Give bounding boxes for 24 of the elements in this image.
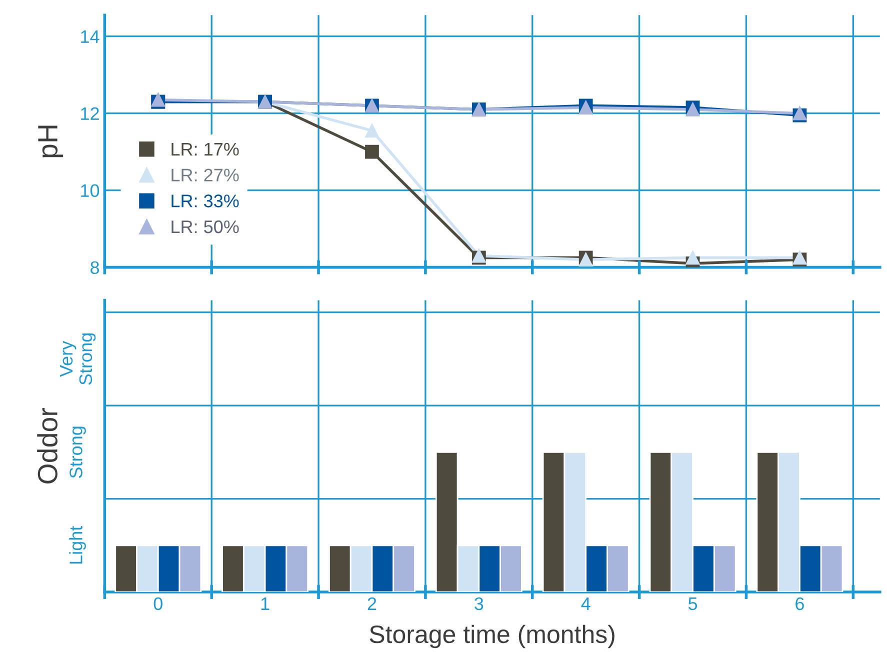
y-axis-title: Oddor bbox=[37, 408, 58, 484]
point bbox=[365, 144, 379, 159]
x-tick-label: 1 bbox=[261, 598, 270, 610]
point bbox=[365, 124, 379, 138]
legend-label: LR: 27% bbox=[172, 168, 239, 182]
x-tick-label: 0 bbox=[154, 597, 162, 610]
text: Light bbox=[69, 526, 86, 564]
legend-label: LR: 33% bbox=[172, 194, 239, 208]
y-tick-label: 12 bbox=[81, 107, 99, 120]
point bbox=[686, 250, 700, 265]
y-axis-title: pH bbox=[38, 126, 64, 158]
x-tick-label: 5 bbox=[688, 598, 698, 610]
legend-label: LR: 50% bbox=[172, 220, 239, 234]
y-tick-label: 14 bbox=[81, 30, 100, 43]
x-tick-label: 4 bbox=[581, 598, 590, 610]
y-tick-label: 8 bbox=[90, 261, 100, 274]
x-tick-label: 3 bbox=[474, 597, 484, 610]
text: Very Strong bbox=[60, 334, 96, 385]
x-axis-title: Storage time (months) bbox=[370, 624, 614, 648]
x-tick-label: 2 bbox=[368, 597, 376, 610]
x-tick-label: 6 bbox=[796, 597, 804, 610]
y-tick-label: 10 bbox=[81, 184, 100, 198]
legend-label: LR: 17% bbox=[172, 142, 239, 156]
text: Strong bbox=[70, 426, 86, 478]
